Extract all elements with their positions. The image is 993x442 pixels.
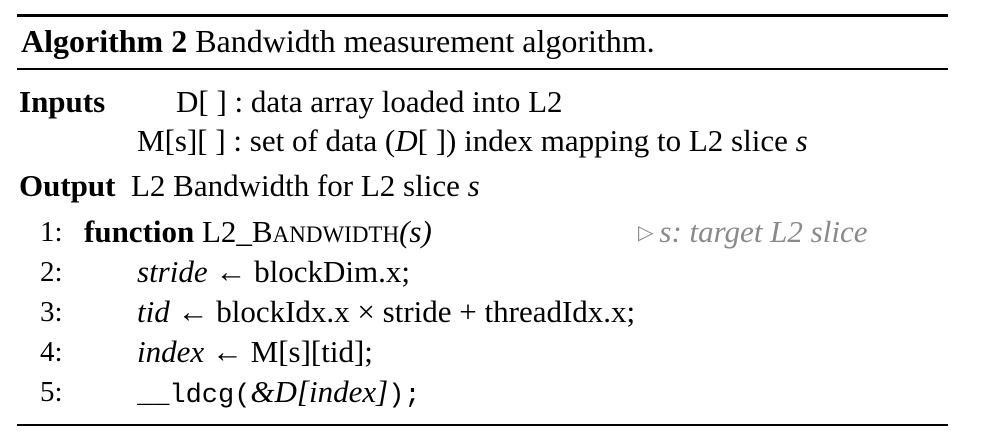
input-d: D[ ] : data array loaded into L2 [176, 82, 563, 122]
input-d-desc: : data array loaded into L2 [234, 84, 563, 119]
function-keyword: function [84, 214, 195, 249]
output-text: L2 Bandwidth for L2 slice [130, 168, 468, 203]
line-number: 4: [40, 336, 63, 368]
line-number: 1: [40, 216, 63, 248]
comment-triangle-icon: ▷ [638, 222, 654, 244]
assign-lhs: index [137, 334, 205, 369]
output-line: Output L2 Bandwidth for L2 slice s [19, 166, 480, 206]
call-arg: &D[index] [250, 374, 389, 409]
code-line-5: __ldcg(&D[index]); [137, 372, 421, 416]
caption-rule [17, 68, 948, 70]
top-rule [17, 14, 948, 17]
assign-lhs: tid [137, 294, 170, 329]
line-number: 5: [40, 376, 63, 408]
code-line-2: stride ← blockDim.x; [137, 252, 410, 292]
inputs-line-1: Inputs [19, 82, 105, 122]
input-m-desc: : set of data (D[ ]) index mapping to L2… [233, 123, 808, 158]
assign-rhs: blockDim.x; [254, 254, 410, 289]
code-line-4: index ← M[s][tid]; [137, 332, 373, 372]
call-end: ); [388, 381, 421, 411]
input-m: M[s][ ] : set of data (D[ ]) index mappi… [137, 121, 808, 161]
call-name: __ldcg( [137, 381, 251, 411]
output-var: s [467, 168, 480, 203]
algorithm-caption: Algorithm 2 Bandwidth measurement algori… [21, 19, 655, 63]
line-number: 2: [40, 256, 63, 288]
assign-rhs: M[s][tid]; [250, 334, 373, 369]
code-line-3: tid ← blockIdx.x × stride + threadIdx.x; [137, 292, 635, 332]
function-name: L2_BANDWIDTH [202, 214, 400, 249]
output-label: Output [19, 168, 116, 203]
assign-lhs: stride [137, 254, 208, 289]
inputs-label: Inputs [19, 84, 106, 119]
input-m-name: M[s][ ] [137, 123, 226, 158]
algorithm-label: Algorithm 2 [21, 23, 188, 59]
line-comment: ▷ s: target L2 slice [638, 214, 868, 249]
function-args: (s) [399, 214, 432, 249]
assign-arrow: ← [177, 294, 209, 329]
line-number: 3: [40, 296, 63, 328]
input-d-name: D[ ] [176, 84, 227, 119]
assign-arrow: ← [211, 334, 243, 369]
algorithm-title: Bandwidth measurement algorithm. [195, 23, 655, 59]
code-line-1: function L2_BANDWIDTH(s) [84, 212, 432, 255]
assign-arrow: ← [215, 254, 247, 289]
assign-rhs: blockIdx.x × stride + threadIdx.x; [216, 294, 636, 329]
bottom-rule [17, 424, 948, 426]
